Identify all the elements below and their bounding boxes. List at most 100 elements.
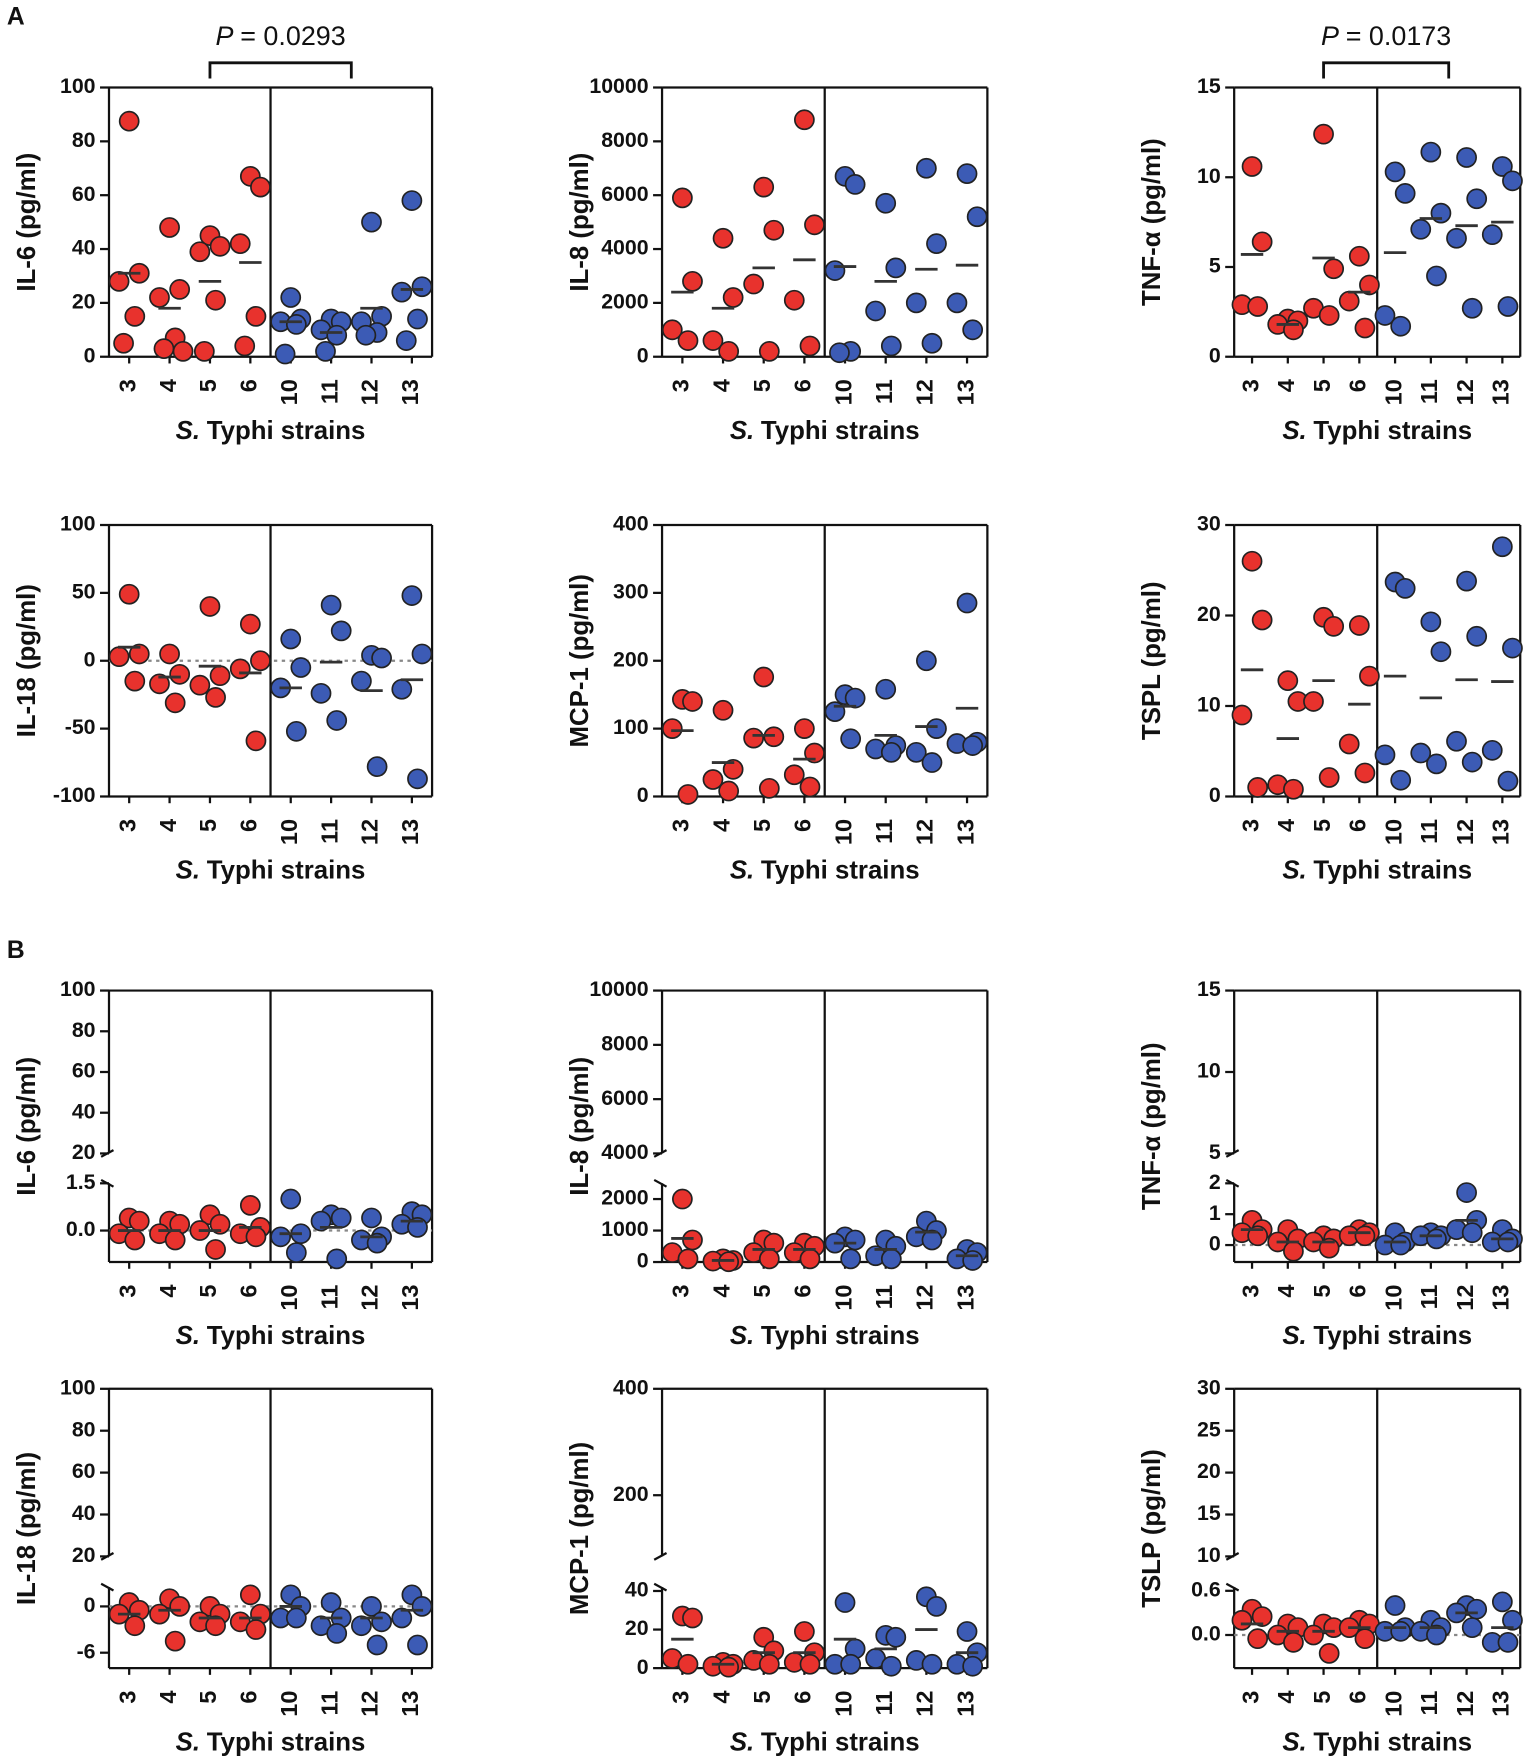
data-point xyxy=(326,710,348,731)
data-point xyxy=(366,756,388,778)
data-point xyxy=(1247,777,1269,798)
x-tick-label: 4 xyxy=(708,1284,734,1297)
data-point xyxy=(128,643,150,665)
x-axis-label: S. Typhi strains xyxy=(730,417,920,445)
data-point xyxy=(149,287,170,308)
data-point xyxy=(209,665,231,687)
data-point xyxy=(280,628,302,650)
p-value: P = 0.0293 xyxy=(216,21,346,51)
data-point xyxy=(1394,183,1416,204)
data-point xyxy=(926,233,947,255)
x-tick-label: 3 xyxy=(1237,1284,1263,1297)
data-point xyxy=(885,257,907,279)
data-point xyxy=(108,646,130,668)
x-tick-label: 6 xyxy=(790,1284,816,1297)
data-point xyxy=(799,335,821,357)
y-axis-label: IL-8 (pg/ml) xyxy=(566,1057,594,1196)
data-point xyxy=(962,319,984,341)
data-point xyxy=(718,340,740,362)
data-point xyxy=(1251,1606,1273,1627)
data-point xyxy=(1354,1225,1376,1247)
x-tick-label: 13 xyxy=(397,379,423,405)
y-axis-label: TNF-α (pg/ml) xyxy=(1138,138,1166,306)
x-axis-label: S. Typhi strains xyxy=(1282,417,1472,445)
data-point xyxy=(915,650,937,672)
data-point xyxy=(926,718,947,739)
x-axis-label-text: Typhi strains xyxy=(761,856,920,884)
x-tick-label: 11 xyxy=(316,1284,342,1309)
data-point xyxy=(1354,317,1376,339)
y-tick-label: 0 xyxy=(637,1249,649,1273)
data-point xyxy=(1318,1643,1340,1664)
y-tick-label: 2000 xyxy=(601,1186,648,1210)
x-tick-label: 10 xyxy=(1380,379,1406,405)
panel-letter: A xyxy=(7,3,25,30)
data-point xyxy=(361,1596,382,1617)
data-point xyxy=(1374,305,1396,326)
data-point xyxy=(285,314,307,335)
data-point xyxy=(118,110,140,132)
data-point xyxy=(1466,625,1488,647)
y-tick-label: 400 xyxy=(613,1375,649,1399)
x-tick-label: 11 xyxy=(1416,1691,1442,1716)
y-tick-label: 100 xyxy=(613,715,649,739)
x-axis-label-text: Typhi strains xyxy=(761,1728,920,1756)
data-point xyxy=(124,305,146,327)
x-axis-label-text: Typhi strains xyxy=(761,1322,920,1350)
p-value-text: = 0.0173 xyxy=(1346,21,1451,51)
data-point xyxy=(921,332,943,354)
x-tick-label: 3 xyxy=(114,1691,140,1704)
data-point xyxy=(1303,691,1324,712)
x-tick-label: 3 xyxy=(668,379,694,392)
data-point xyxy=(1481,739,1503,761)
significance-bracket xyxy=(1322,61,1451,79)
y-tick-label: 8000 xyxy=(601,128,648,152)
y-tick-label: 15 xyxy=(1197,977,1221,1001)
data-point xyxy=(310,682,332,704)
x-tick-label: 12 xyxy=(357,819,383,845)
y-tick-label: 6000 xyxy=(601,182,648,206)
data-point xyxy=(1446,227,1467,249)
data-point xyxy=(1323,258,1345,280)
x-tick-label: 10 xyxy=(276,819,302,845)
y-tick-label: 100 xyxy=(60,512,96,536)
x-axis-label-text: Typhi strains xyxy=(207,1322,366,1350)
x-tick-label: 6 xyxy=(1345,1284,1371,1297)
data-point xyxy=(1426,753,1447,775)
data-point xyxy=(718,780,740,802)
data-point xyxy=(783,289,805,311)
data-point xyxy=(326,1623,348,1644)
data-point xyxy=(326,1248,348,1270)
data-point xyxy=(1466,188,1488,210)
y-tick-label: 20 xyxy=(72,1140,96,1164)
x-tick-label: 4 xyxy=(1273,1691,1299,1704)
y-axis-label: MCP-1 (pg/ml) xyxy=(566,574,594,747)
x-tick-label: 6 xyxy=(236,1691,262,1704)
x-axis-label-text: Typhi strains xyxy=(1313,856,1472,884)
y-tick-label: 10 xyxy=(1197,1543,1221,1567)
data-point xyxy=(1318,1237,1340,1259)
data-point xyxy=(794,718,815,739)
y-tick-label: 15 xyxy=(1197,1501,1221,1525)
data-point xyxy=(361,211,382,233)
x-axis-label: S. Typhi strains xyxy=(176,856,366,884)
y-tick-label: 60 xyxy=(72,1059,96,1083)
x-tick-label: 12 xyxy=(912,819,938,845)
data-point xyxy=(840,1653,862,1675)
data-point xyxy=(169,1596,191,1617)
data-point xyxy=(320,594,342,616)
data-point xyxy=(1390,769,1412,791)
data-point xyxy=(865,300,886,322)
data-point xyxy=(205,687,226,708)
data-point xyxy=(844,174,866,195)
data-point xyxy=(245,730,267,752)
y-tick-label: 10000 xyxy=(589,74,648,98)
data-point xyxy=(753,666,775,688)
data-point xyxy=(885,1626,907,1648)
data-point xyxy=(113,332,134,354)
data-point xyxy=(799,776,821,798)
x-tick-label: 6 xyxy=(1345,1691,1371,1704)
data-point xyxy=(395,330,417,351)
data-point xyxy=(1277,670,1299,692)
x-tick-label: 10 xyxy=(276,1691,302,1717)
